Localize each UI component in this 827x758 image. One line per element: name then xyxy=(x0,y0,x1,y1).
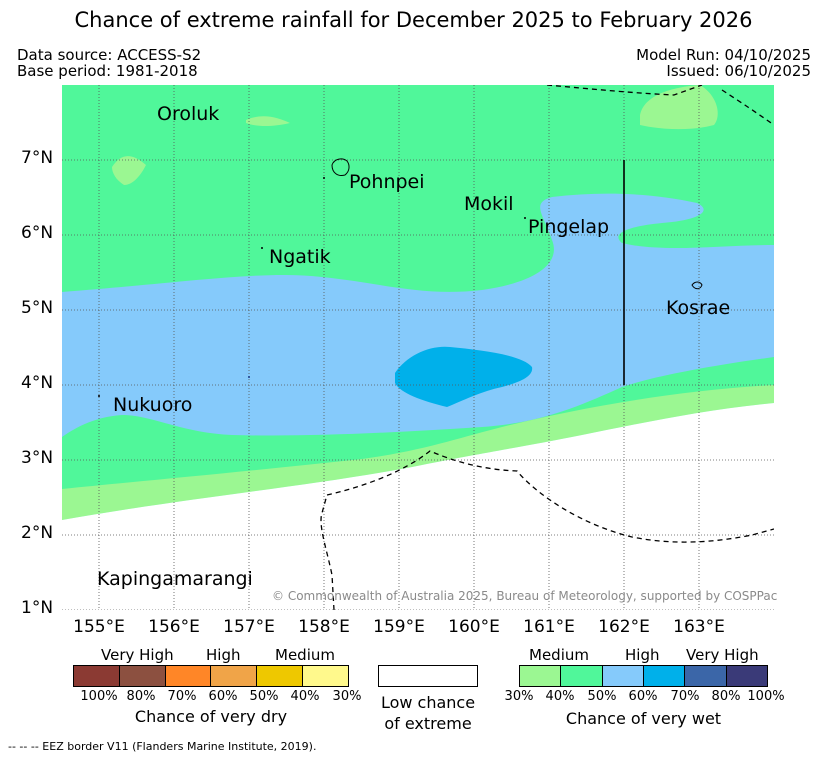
lon-tick: 158°E xyxy=(298,617,350,637)
wet-colorbar xyxy=(519,665,768,687)
lon-tick: 159°E xyxy=(373,617,425,637)
place-label-ngatik: Ngatik xyxy=(269,246,331,268)
place-label-nukuoro: Nukuoro xyxy=(113,394,193,416)
dry-pct-label: 70% xyxy=(167,689,197,704)
kosrae-island-icon xyxy=(691,281,703,290)
lat-tick: 3°N xyxy=(21,448,54,468)
dry-medium-label: Medium xyxy=(275,646,335,664)
place-label-kosrae: Kosrae xyxy=(666,297,731,319)
lon-tick: 156°E xyxy=(148,617,200,637)
model-run: Model Run: 04/10/2025 xyxy=(636,46,811,64)
lon-tick: 161°E xyxy=(523,617,575,637)
dry-colorbar-title: Chance of very dry xyxy=(134,707,288,726)
issued-date: Issued: 06/10/2025 xyxy=(666,62,811,80)
low-chance-region xyxy=(62,403,774,610)
lon-tick: 162°E xyxy=(598,617,650,637)
medium-wet-light-patch xyxy=(246,116,290,126)
pingelap-island-icon xyxy=(524,217,526,219)
wet-pct-label: 70% xyxy=(670,689,700,704)
lat-tick: 6°N xyxy=(21,223,54,243)
lat-tick: 4°N xyxy=(21,373,54,393)
medium-wet-light-region xyxy=(62,385,774,520)
lat-tick: 1°N xyxy=(21,598,54,618)
pohnpei-island-icon xyxy=(331,158,350,176)
place-label-mokil: Mokil xyxy=(464,193,514,215)
lat-tick: 7°N xyxy=(21,148,54,168)
low-chance-label-line1: Low chance xyxy=(380,693,476,712)
wet-pct-label: 60% xyxy=(628,689,658,704)
dry-pct-label: 100% xyxy=(80,689,118,704)
high-wet-core-region xyxy=(395,346,533,407)
dry-pct-label: 40% xyxy=(290,689,320,704)
dry-pct-label: 50% xyxy=(249,689,279,704)
dry-pct-label: 30% xyxy=(332,689,362,704)
wet-pct-label: 100% xyxy=(747,689,785,704)
wet-colorbar-segment xyxy=(642,666,685,686)
eez-footnote: -- -- -- EEZ border V11 (Flanders Marine… xyxy=(8,740,317,753)
medium-wet-light-patch xyxy=(640,85,718,130)
low-chance-swatch xyxy=(378,665,478,687)
dry-pct-label: 80% xyxy=(126,689,156,704)
dry-colorbar-segment xyxy=(302,666,348,686)
chart-title: Chance of extreme rainfall for December … xyxy=(74,8,753,32)
wet-pct-label: 30% xyxy=(504,689,534,704)
data-source: Data source: ACCESS-S2 xyxy=(17,46,202,64)
lat-tick: 5°N xyxy=(21,298,54,318)
wet-colorbar-segment xyxy=(725,666,767,686)
place-label-oroluk: Oroluk xyxy=(157,103,220,125)
wet-high-label: High xyxy=(625,646,660,664)
dry-pct-label: 60% xyxy=(208,689,238,704)
wet-pct-label: 40% xyxy=(545,689,575,704)
lon-tick: 157°E xyxy=(223,617,275,637)
place-label-pingelap: Pingelap xyxy=(528,216,610,238)
dry-colorbar-segment xyxy=(118,666,165,686)
wet-pct-label: 80% xyxy=(711,689,741,704)
reef-icon xyxy=(248,376,250,378)
lon-tick: 155°E xyxy=(73,617,125,637)
dry-colorbar xyxy=(73,665,349,687)
rainfall-map xyxy=(62,85,774,610)
dry-high-label: High xyxy=(206,646,241,664)
high-wet-region xyxy=(62,193,774,437)
wet-colorbar-segment xyxy=(520,666,561,686)
place-label-kapingamarangi: Kapingamarangi xyxy=(97,568,253,590)
wet-colorbar-segment xyxy=(601,666,643,686)
wet-very-high-label: Very High xyxy=(686,646,759,664)
wet-colorbar-segment xyxy=(560,666,602,686)
dry-colorbar-segment xyxy=(210,666,257,686)
medium-wet-light-patch xyxy=(112,156,146,185)
place-label-pohnpei: Pohnpei xyxy=(349,171,425,193)
ant-atoll-icon xyxy=(323,177,325,179)
dry-colorbar-segment xyxy=(256,666,303,686)
lon-tick: 163°E xyxy=(673,617,725,637)
base-period: Base period: 1981-2018 xyxy=(17,62,198,80)
lon-tick: 160°E xyxy=(448,617,500,637)
dry-very-high-label: Very High xyxy=(101,646,174,664)
dry-colorbar-segment xyxy=(74,666,119,686)
eez-border xyxy=(320,85,774,610)
ngatik-island-icon xyxy=(261,247,263,249)
low-chance-label-line2: of extreme xyxy=(384,714,472,733)
dry-colorbar-segment xyxy=(164,666,211,686)
copyright-notice: © Commonwealth of Australia 2025, Bureau… xyxy=(272,589,778,603)
nukuoro-island-icon xyxy=(98,395,100,397)
lat-tick: 2°N xyxy=(21,523,54,543)
wet-colorbar-segment xyxy=(684,666,726,686)
wet-colorbar-title: Chance of very wet xyxy=(565,709,722,728)
wet-pct-label: 50% xyxy=(587,689,617,704)
wet-medium-label: Medium xyxy=(529,646,589,664)
